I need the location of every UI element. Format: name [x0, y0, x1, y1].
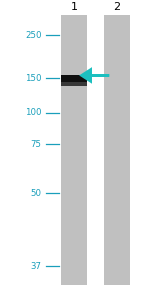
Bar — [61, 15, 87, 285]
Bar — [61, 82, 87, 86]
Text: 250: 250 — [25, 31, 42, 40]
FancyArrow shape — [82, 70, 109, 81]
Bar — [61, 75, 87, 82]
Text: 100: 100 — [25, 108, 42, 117]
Text: 1: 1 — [71, 2, 78, 12]
Text: 2: 2 — [113, 2, 120, 12]
Text: 50: 50 — [31, 189, 42, 198]
Text: 150: 150 — [25, 74, 42, 83]
Bar — [104, 15, 130, 285]
Text: 75: 75 — [31, 140, 42, 149]
Text: 37: 37 — [31, 262, 42, 271]
